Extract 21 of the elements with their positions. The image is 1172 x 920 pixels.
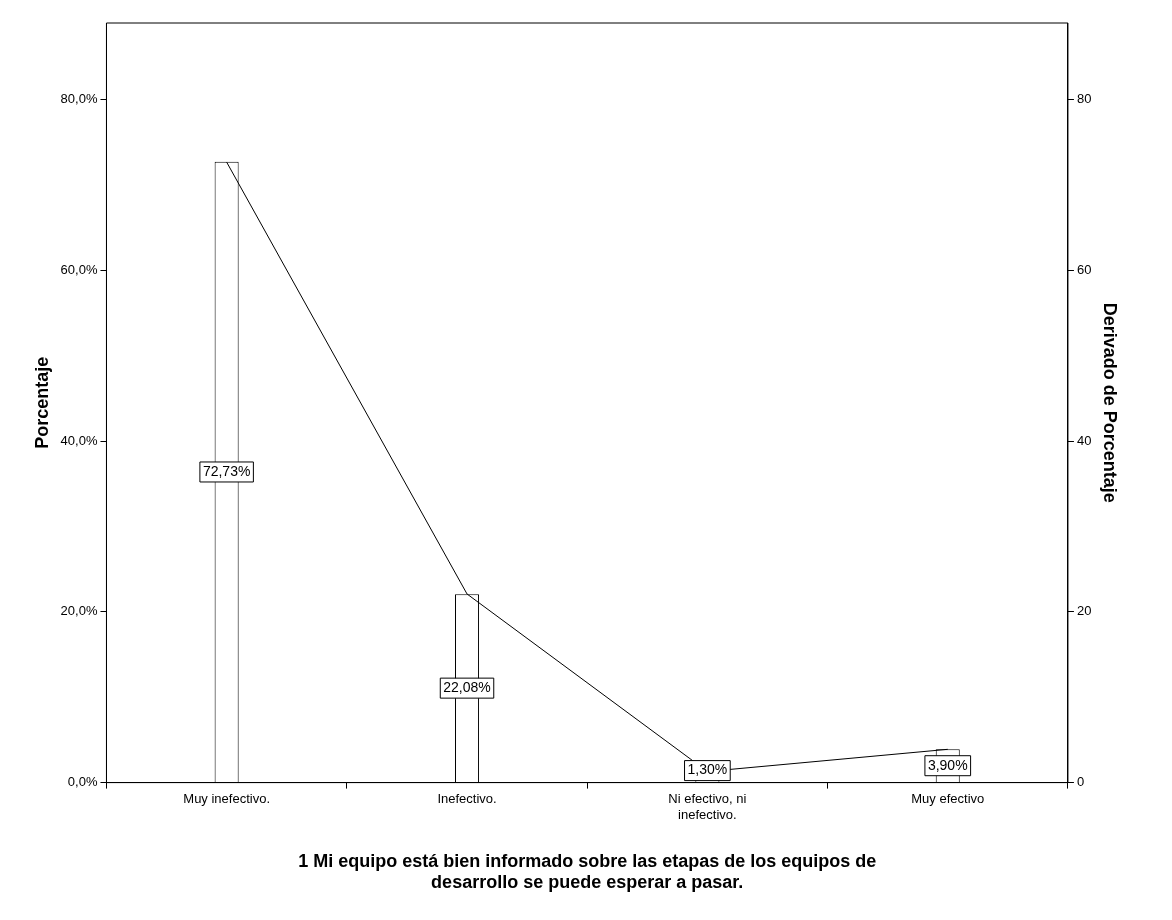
y-tick-label: 60,0% xyxy=(60,262,98,278)
data-label: 1,30% xyxy=(687,761,728,778)
y-axis-title: Porcentaje xyxy=(31,356,52,449)
x-tick-label: Muy inefectivo. xyxy=(183,790,270,806)
data-label: 22,08% xyxy=(443,678,491,695)
y-tick-label: 40,0% xyxy=(60,432,98,448)
y-tick-label: 0,0% xyxy=(67,774,98,790)
x-tick-label: Inefectivo. xyxy=(437,790,497,806)
x-tick-label: Muy efectivo xyxy=(911,790,985,806)
y-tick-label: 80,0% xyxy=(60,91,98,107)
data-label: 3,90% xyxy=(927,756,968,773)
x-axis-title: 1 Mi equipo está bien informado sobre las etapas de los equipos de desarrollo se puede esperar a pasar. xyxy=(298,850,877,893)
y2-tick-label: 60 xyxy=(1076,262,1092,278)
y2-tick-label: 80 xyxy=(1076,91,1092,107)
y2-tick-label: 20 xyxy=(1076,603,1092,619)
y-tick-label: 20,0% xyxy=(60,603,98,619)
data-label: 72,73% xyxy=(202,462,251,479)
x-tick-label: Ni efectivo, ni inefectivo. xyxy=(668,790,747,822)
y2-tick-label: 0 xyxy=(1076,774,1085,790)
y2-axis-title: Derivado de Porcentaje xyxy=(1100,302,1121,503)
y2-tick-label: 40 xyxy=(1076,432,1092,448)
